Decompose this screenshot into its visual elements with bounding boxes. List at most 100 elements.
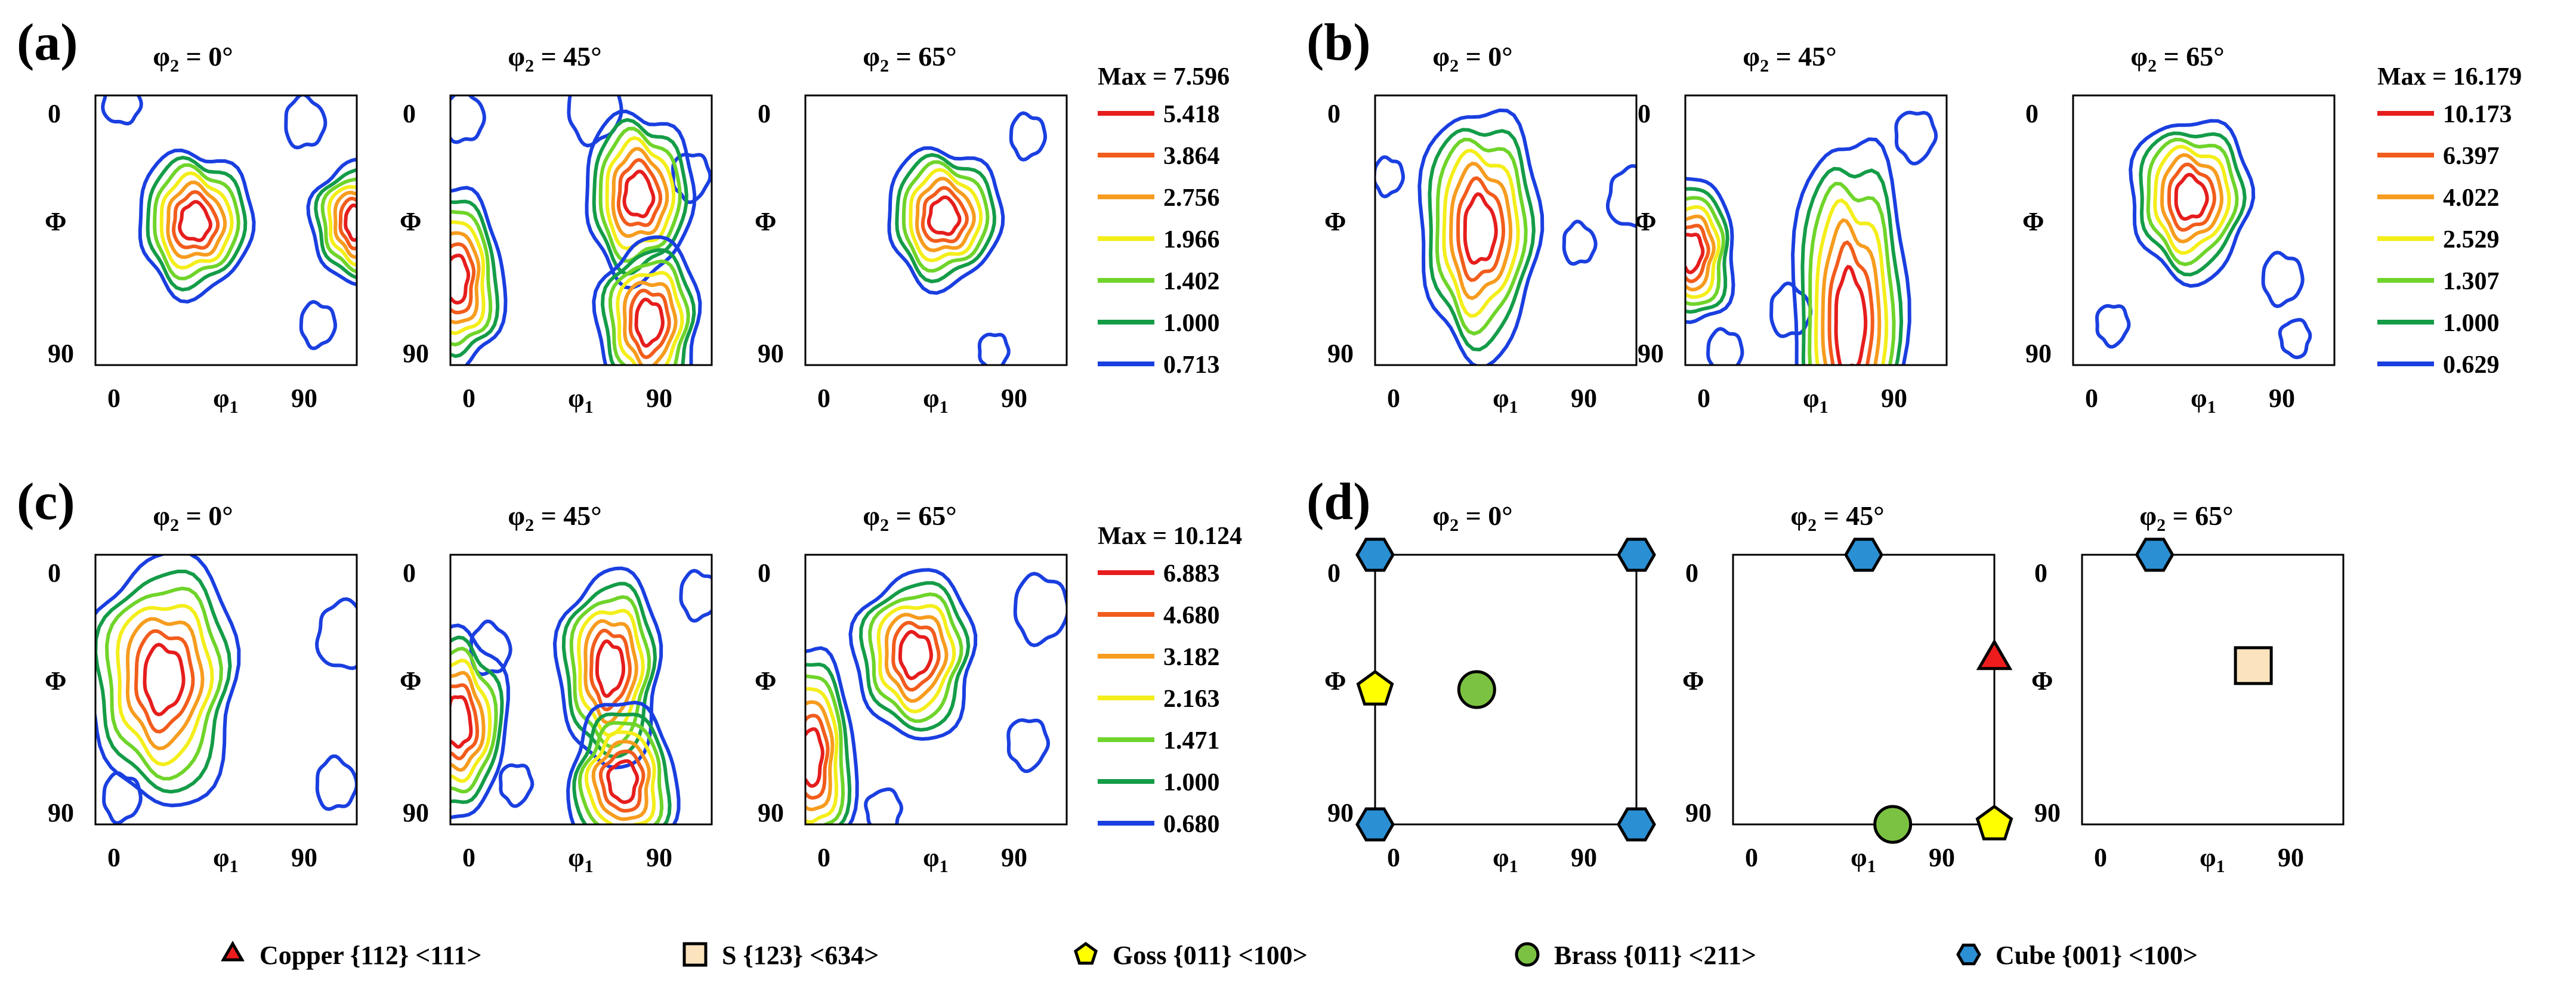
contour-line [887, 146, 1005, 295]
legend-max: Max = 7.596 [1098, 63, 1230, 91]
section-title-main: φ [1743, 41, 1760, 72]
x-tick-label: 0 [107, 384, 121, 413]
contour-line [450, 683, 480, 761]
legend-level: 1.000 [1163, 310, 1220, 337]
x-axis-label-sub: 1 [1509, 397, 1518, 417]
section-title: φ2 = 45° [1790, 500, 1884, 535]
y-tick-label: 0 [1327, 99, 1340, 128]
x-axis-label-sub: 1 [585, 857, 594, 876]
contour-line [589, 628, 632, 712]
contour-line [166, 180, 227, 259]
x-tick-label: 90 [1929, 843, 1955, 872]
contour-line [611, 147, 669, 238]
section-frame [1374, 554, 1638, 826]
x-axis-label: φ1 [1493, 843, 1518, 876]
x-axis-label-main: φ [568, 843, 584, 872]
x-tick-label: 0 [1697, 384, 1710, 413]
level-legend: Max = 10.124 6.883 4.680 3.182 2.163 1.471 1.0… [1098, 523, 1242, 838]
section-frame [2081, 554, 2345, 826]
section-title-suffix: = 65° [889, 500, 957, 531]
panel-label: (b) [1306, 14, 1371, 72]
contour-line [1463, 192, 1498, 265]
section-title: φ2 = 65° [2139, 500, 2233, 535]
x-axis-label-main: φ [213, 384, 229, 413]
section-frame [1684, 94, 1948, 366]
contour-line [2095, 304, 2131, 349]
contour-line [450, 242, 476, 315]
contour-line [450, 635, 504, 804]
contour-line [561, 582, 657, 759]
section-title-main: φ [1790, 500, 1808, 531]
section-title-suffix: = 65° [2157, 41, 2225, 72]
contour-line [102, 771, 143, 824]
contour-line [1706, 327, 1744, 365]
legend-level: 6.883 [1163, 560, 1220, 588]
x-tick-label: 90 [291, 384, 317, 413]
legend-level: 1.471 [1163, 727, 1220, 755]
contour-group [805, 568, 1067, 824]
section-frame [1732, 554, 1996, 826]
legend-level: 1.000 [1163, 769, 1220, 796]
y-tick-label: 90 [1327, 339, 1354, 368]
legend-item-label: Cube {001} <100> [1996, 941, 2198, 970]
y-axis-label: Φ [45, 666, 66, 696]
legend-level: 0.680 [1163, 811, 1220, 838]
contour-line [146, 156, 248, 292]
contour-group [101, 95, 357, 351]
y-tick-label: 90 [48, 798, 74, 827]
section-title: φ2 = 45° [508, 41, 601, 76]
legend-level: 10.173 [2443, 101, 2512, 128]
contour-line [616, 271, 684, 365]
contour-line [178, 200, 212, 242]
y-tick-label: 0 [758, 558, 771, 588]
x-tick-label: 0 [107, 843, 121, 872]
legend-level: 1.000 [2443, 310, 2500, 337]
contour-line [1834, 264, 1868, 365]
contour-group [887, 111, 1048, 365]
contour-line [1685, 177, 1735, 325]
contour-line [1428, 128, 1536, 352]
x-axis-label-sub: 1 [2207, 397, 2216, 417]
legend-level: 5.418 [1163, 101, 1220, 128]
section-title-main: φ [1432, 500, 1450, 531]
y-tick-label: 90 [758, 798, 784, 827]
brass-marker [1873, 805, 1913, 844]
section-title-main: φ [153, 500, 170, 531]
contour-line [926, 195, 962, 236]
contour-line [450, 695, 473, 749]
contour-line [583, 619, 638, 725]
x-axis-label-main: φ [923, 843, 939, 872]
contour-line [450, 659, 492, 783]
contour-line [901, 160, 990, 273]
legend-item-label: Copper {112} <111> [260, 941, 482, 970]
contour-line [1827, 240, 1874, 365]
goss-marker [1073, 941, 1098, 965]
legend-level: 6.397 [2443, 143, 2500, 170]
copper-marker [1976, 638, 2013, 670]
section-frame [94, 94, 358, 366]
y-tick-label: 90 [403, 339, 429, 368]
contour-line [450, 209, 493, 347]
x-axis-label-sub: 1 [2216, 857, 2225, 876]
y-tick-label: 90 [1638, 339, 1664, 368]
contour-line [1769, 281, 1813, 338]
section-frame [2072, 94, 2336, 366]
contour-line [1814, 198, 1889, 365]
contour-line [805, 687, 839, 824]
section-title-sub: 2 [880, 56, 889, 76]
contour-group [1685, 110, 1938, 365]
contour-line [101, 95, 143, 126]
section-title-main: φ [863, 500, 880, 531]
section-title: φ2 = 65° [2130, 41, 2224, 76]
legend-level: 4.680 [1163, 602, 1220, 629]
contour-line [592, 118, 688, 276]
section-title-suffix: = 65° [889, 41, 957, 72]
x-axis-label-sub: 1 [1820, 397, 1828, 417]
y-axis-label: Φ [755, 666, 776, 696]
